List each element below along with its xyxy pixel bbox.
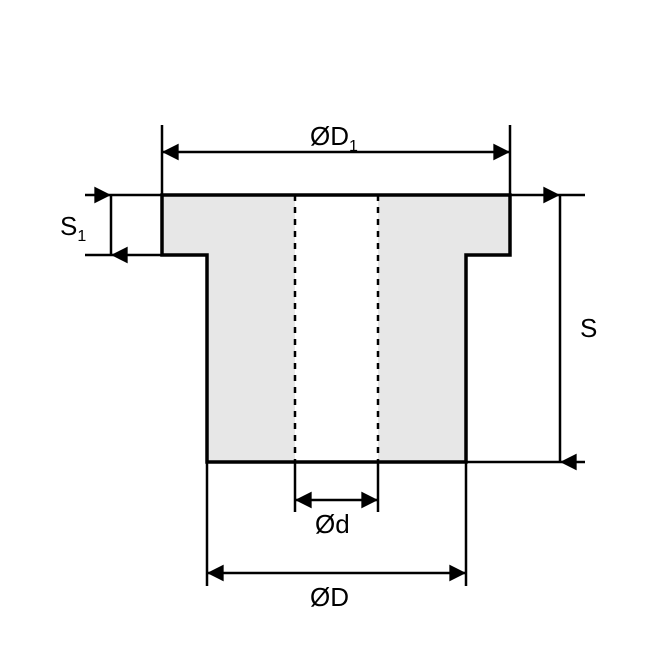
dim-label: S [580, 313, 597, 343]
bushing-diagram: ØD1 S1 S Ød ØD [0, 0, 671, 670]
dim-label: ØD [310, 582, 349, 612]
dim-label: ØD1 [310, 121, 358, 155]
dim-label: S1 [60, 211, 86, 245]
bushing-section [162, 195, 510, 462]
hidden-lines [295, 195, 378, 462]
dim-label: Ød [315, 509, 350, 539]
